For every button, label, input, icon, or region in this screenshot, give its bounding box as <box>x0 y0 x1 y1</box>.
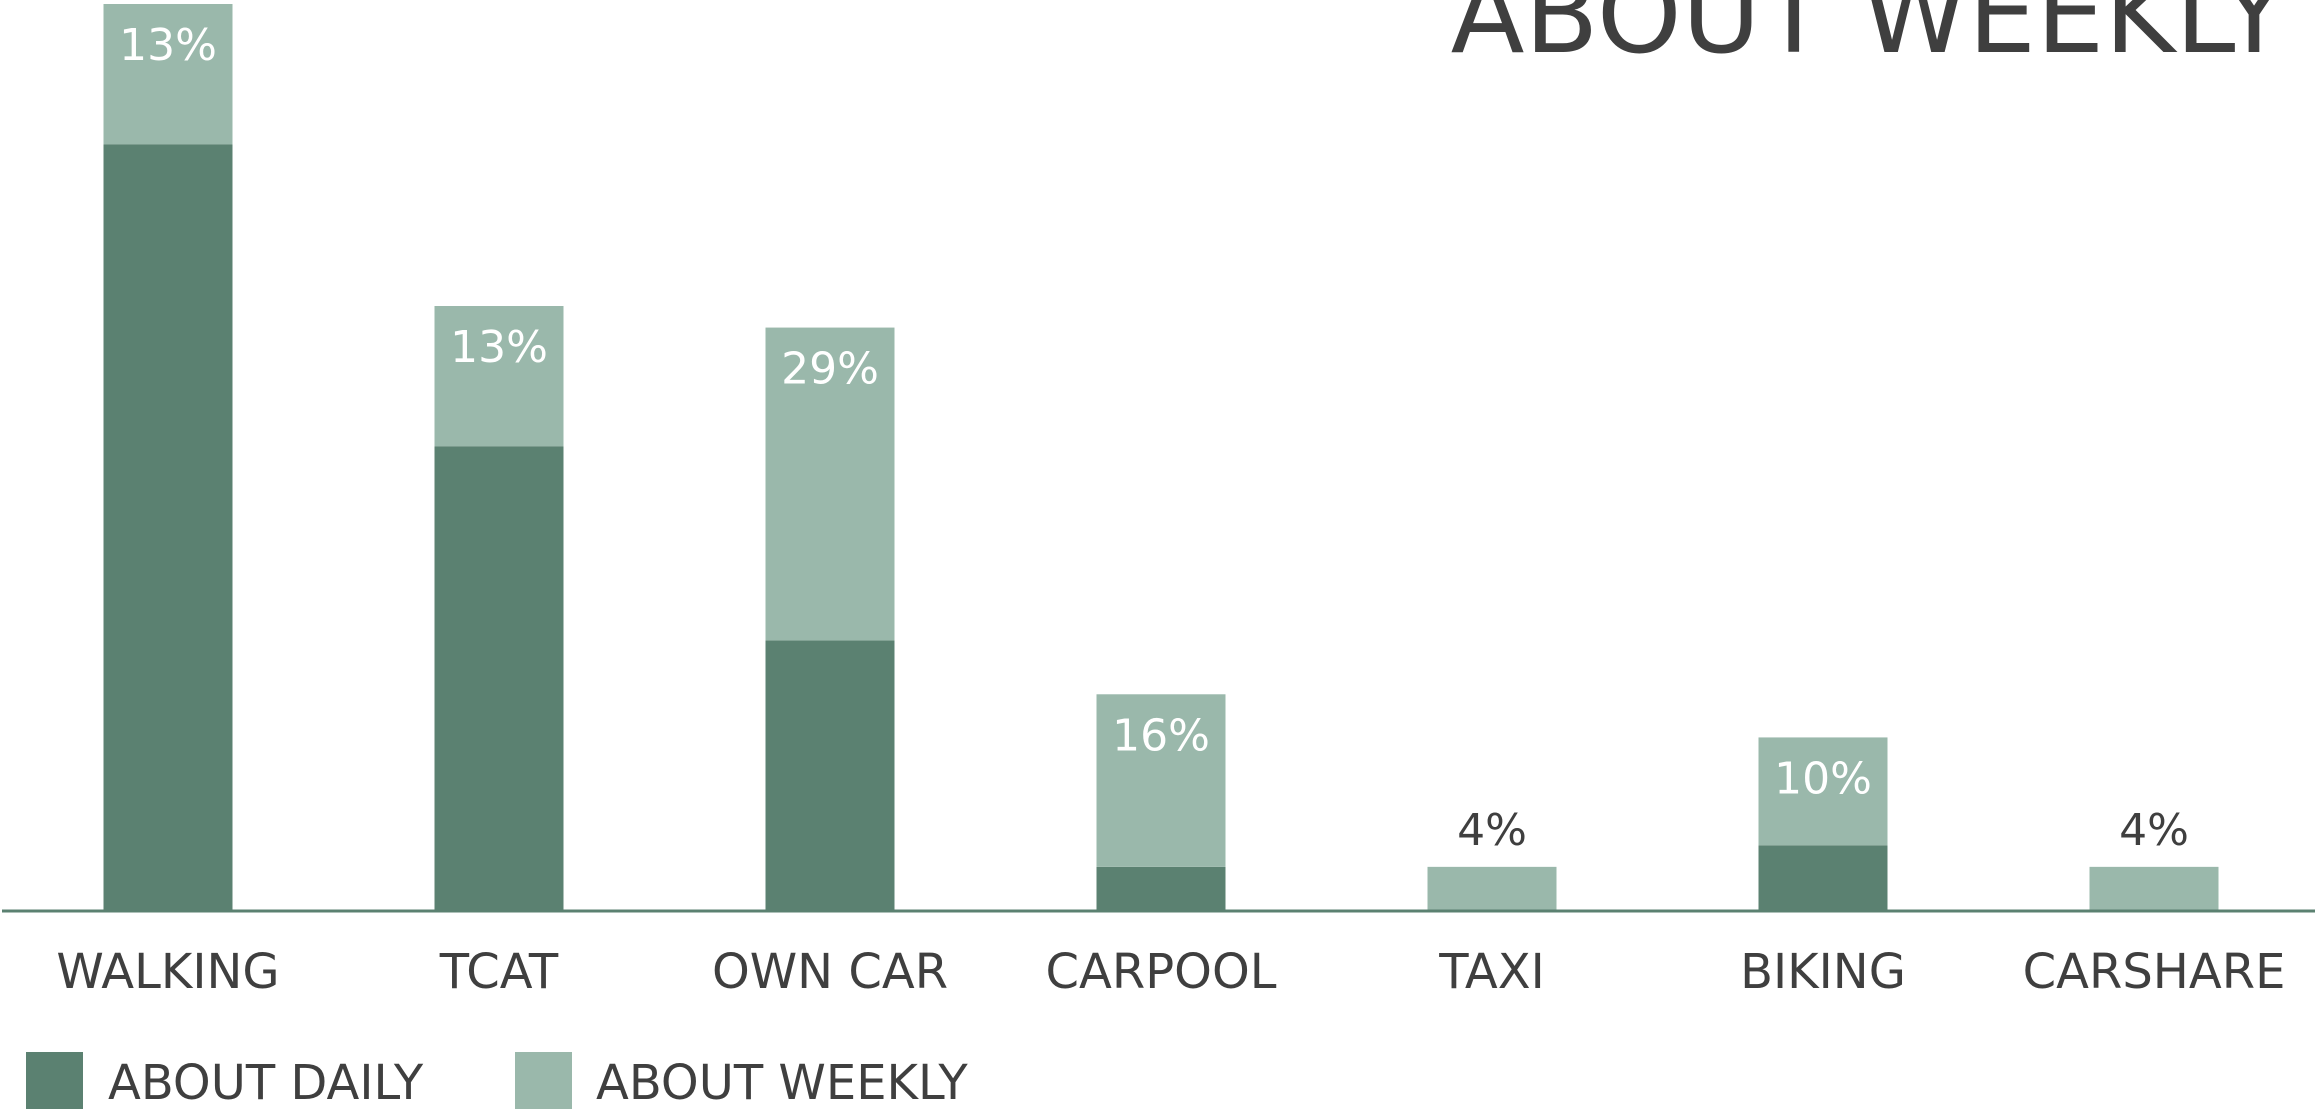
data-label-weekly-own-car: 29% <box>781 344 879 395</box>
data-labels-layer: 13% 13% 29% 16% 4% 10% 4% <box>119 20 2189 856</box>
bar-weekly-biking <box>1758 737 1888 846</box>
x-tick-label-carpool: CARPOOL <box>1046 944 1277 1000</box>
bar-weekly-carshare <box>2089 866 2219 910</box>
x-tick-label-carshare: CARSHARE <box>2023 944 2286 1000</box>
x-tick-label-taxi: TAXI <box>1438 944 1544 1000</box>
bars-layer <box>103 4 2219 910</box>
x-tick-label-walking: WALKING <box>56 944 279 1000</box>
bar-daily-walking <box>103 144 233 910</box>
data-label-weekly-walking: 13% <box>119 20 217 71</box>
data-label-weekly-taxi: 4% <box>1457 805 1527 856</box>
x-tick-label-biking: BIKING <box>1740 944 1906 1000</box>
bar-weekly-walking <box>103 4 233 145</box>
data-label-weekly-biking: 10% <box>1774 753 1872 804</box>
legend-label-about-weekly: ABOUT WEEKLY <box>596 1055 968 1109</box>
data-label-weekly-tcat: 13% <box>450 322 548 373</box>
bar-weekly-taxi <box>1427 866 1557 910</box>
x-tick-label-tcat: TCAT <box>439 944 559 1000</box>
bar-weekly-own-car <box>765 327 895 641</box>
legend-label-about-daily: ABOUT DAILY <box>108 1055 424 1109</box>
bar-daily-tcat <box>434 446 564 910</box>
bar-daily-carpool <box>1096 866 1226 910</box>
legend: ABOUT DAILY ABOUT WEEKLY <box>26 1052 968 1111</box>
data-label-weekly-carshare: 4% <box>2119 805 2189 856</box>
x-tick-labels: WALKING TCAT OWN CAR CARPOOL TAXI BIKING CARSH… <box>56 944 2285 1000</box>
bar-weekly-carpool <box>1096 694 1226 867</box>
bar-weekly-tcat <box>434 306 564 447</box>
corner-title: ABOUT WEEKLY <box>1450 0 2287 78</box>
data-label-weekly-carpool: 16% <box>1112 710 1210 761</box>
legend-swatch-about-daily <box>26 1052 83 1109</box>
bar-daily-own-car <box>765 640 895 910</box>
bar-daily-biking <box>1758 845 1888 910</box>
legend-swatch-about-weekly <box>515 1052 572 1109</box>
x-tick-label-own-car: OWN CAR <box>712 944 948 1000</box>
